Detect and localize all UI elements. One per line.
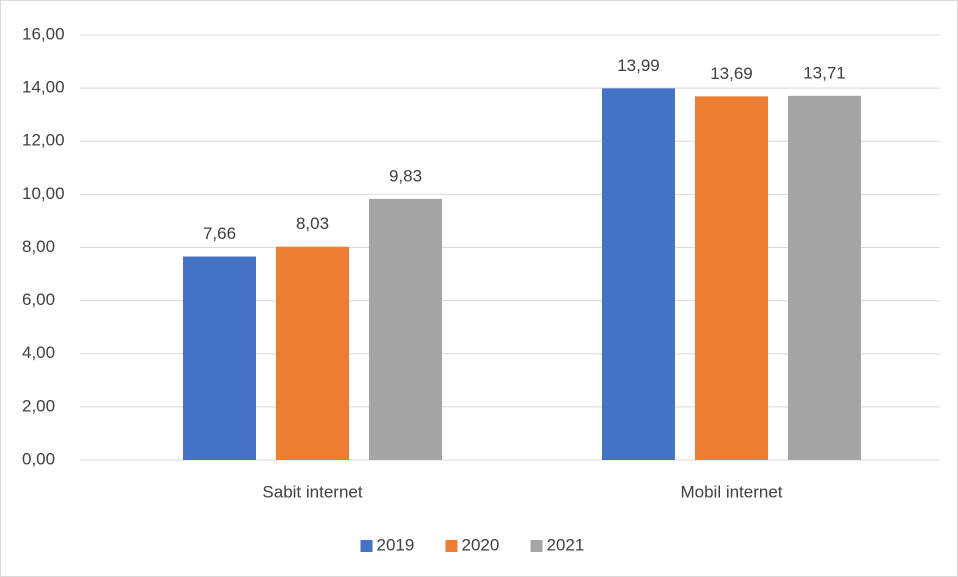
value-label: 7,66 xyxy=(203,224,236,243)
bar xyxy=(276,246,349,460)
legend-swatch xyxy=(360,540,373,552)
legend-label: 2020 xyxy=(462,535,500,554)
y-tick-label: 16,00 xyxy=(22,24,65,43)
bar xyxy=(183,256,256,460)
y-tick-label: 14,00 xyxy=(22,78,65,97)
legend-label: 2019 xyxy=(377,535,415,554)
value-label: 8,03 xyxy=(296,214,329,233)
y-tick-label: 2,00 xyxy=(22,396,55,415)
value-label: 13,71 xyxy=(803,63,846,82)
y-tick-label: 8,00 xyxy=(22,237,55,256)
y-tick-label: 10,00 xyxy=(22,184,65,203)
y-tick-label: 12,00 xyxy=(22,131,65,150)
y-tick-label: 0,00 xyxy=(22,449,55,468)
value-label: 13,99 xyxy=(617,56,660,75)
x-tick-label: Mobil internet xyxy=(680,482,782,501)
bar xyxy=(369,198,442,460)
y-tick-label: 4,00 xyxy=(22,343,55,362)
value-label: 13,69 xyxy=(710,64,753,83)
legend-label: 2021 xyxy=(547,535,585,554)
legend-swatch xyxy=(530,540,543,552)
y-tick-label: 6,00 xyxy=(22,290,55,309)
bar xyxy=(788,95,861,460)
value-label: 9,83 xyxy=(389,166,422,185)
x-tick-label: Sabit internet xyxy=(262,482,362,501)
legend-swatch xyxy=(445,540,458,552)
bar xyxy=(602,88,675,460)
bar xyxy=(695,96,768,460)
